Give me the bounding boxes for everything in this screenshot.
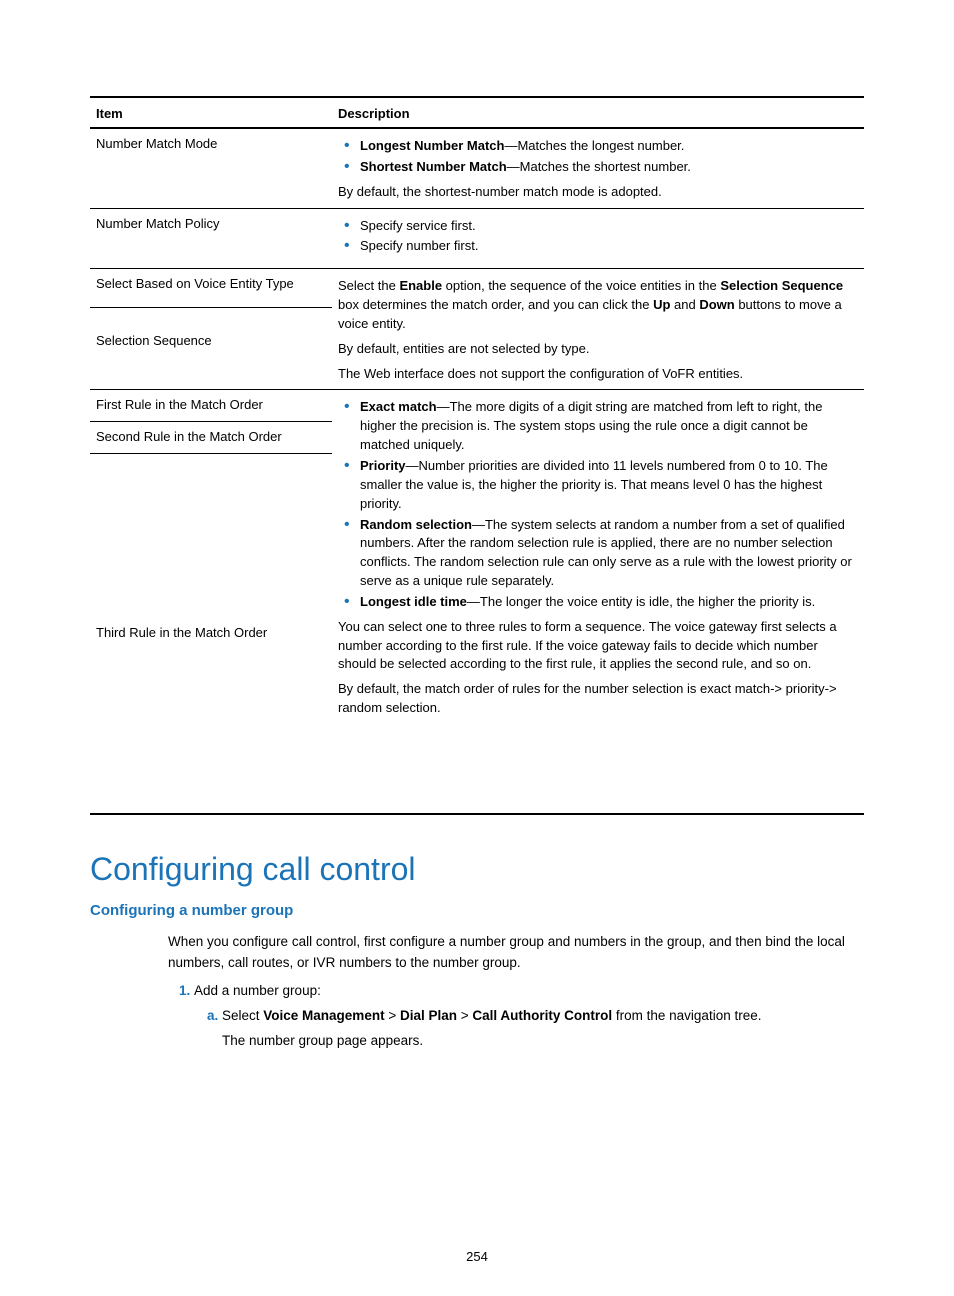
bullet-list: Longest Number Match—Matches the longest… <box>338 137 858 177</box>
bullet-list: Specify service first. Specify number fi… <box>338 217 858 257</box>
bullet: Longest Number Match—Matches the longest… <box>360 137 858 156</box>
th-desc: Description <box>332 97 864 128</box>
bullet: Exact match—The more digits of a digit s… <box>360 398 858 455</box>
page-number: 254 <box>0 1249 954 1264</box>
bullet: Random selection—The system selects at r… <box>360 516 858 591</box>
bullet-text: —Matches the longest number. <box>504 138 684 153</box>
config-table: Item Description Number Match Mode Longe… <box>90 96 864 815</box>
bullet-text: —Matches the shortest number. <box>507 159 691 174</box>
substep-after: The number group page appears. <box>222 1031 864 1052</box>
bullet-term: Shortest Number Match <box>360 159 507 174</box>
cell-item: Number Match Policy <box>90 208 332 269</box>
bullet-term: Longest idle time <box>360 594 467 609</box>
bullet-term: Longest Number Match <box>360 138 504 153</box>
bullet-text: —Number priorities are divided into 11 l… <box>360 458 828 511</box>
bullet-term: Exact match <box>360 399 437 414</box>
cell-item: Number Match Mode <box>90 128 332 208</box>
cell-desc: Select the Enable option, the sequence o… <box>332 269 864 390</box>
bullet: Specify number first. <box>360 237 858 256</box>
step-text: Add a number group: <box>194 983 321 998</box>
cell-desc: Longest Number Match—Matches the longest… <box>332 128 864 208</box>
table-row: Select Based on Voice Entity Type Select… <box>90 269 864 308</box>
bullet-term: Priority <box>360 458 406 473</box>
bullet-text: —The longer the voice entity is idle, th… <box>467 594 815 609</box>
cell-item: Second Rule in the Match Order <box>90 422 332 454</box>
para: The Web interface does not support the c… <box>338 365 858 384</box>
bullet-term: Random selection <box>360 517 472 532</box>
cell-item: Third Rule in the Match Order <box>90 454 332 814</box>
cell-desc: Exact match—The more digits of a digit s… <box>332 390 864 814</box>
intro-paragraph: When you configure call control, first c… <box>168 932 864 973</box>
step-1a: Select Voice Management > Dial Plan > Ca… <box>222 1006 864 1052</box>
table-row: Number Match Policy Specify service firs… <box>90 208 864 269</box>
substep-text: Select Voice Management > Dial Plan > Ca… <box>222 1008 761 1023</box>
bullet: Specify service first. <box>360 217 858 236</box>
para: By default, entities are not selected by… <box>338 340 858 359</box>
cell-item: First Rule in the Match Order <box>90 390 332 422</box>
bullet-list: Exact match—The more digits of a digit s… <box>338 398 858 611</box>
bullet-text: Specify service first. <box>360 218 476 233</box>
para: By default, the shortest-number match mo… <box>338 183 858 202</box>
th-item: Item <box>90 97 332 128</box>
table-row: Number Match Mode Longest Number Match—M… <box>90 128 864 208</box>
step-1: Add a number group: Select Voice Managem… <box>194 981 864 1052</box>
cell-item: Selection Sequence <box>90 307 332 390</box>
para: Select the Enable option, the sequence o… <box>338 277 858 334</box>
table-row: First Rule in the Match Order Exact matc… <box>90 390 864 422</box>
bullet: Shortest Number Match—Matches the shorte… <box>360 158 858 177</box>
para: You can select one to three rules to for… <box>338 618 858 675</box>
bullet: Longest idle time—The longer the voice e… <box>360 593 858 612</box>
bullet-text: Specify number first. <box>360 238 479 253</box>
para: By default, the match order of rules for… <box>338 680 858 718</box>
substeps-list: Select Voice Management > Dial Plan > Ca… <box>194 1006 864 1052</box>
steps-list: Add a number group: Select Voice Managem… <box>168 981 864 1052</box>
bullet: Priority—Number priorities are divided i… <box>360 457 858 514</box>
heading-configuring-call-control: Configuring call control <box>90 851 864 888</box>
page: Item Description Number Match Mode Longe… <box>0 0 954 1296</box>
cell-item: Select Based on Voice Entity Type <box>90 269 332 308</box>
cell-desc: Specify service first. Specify number fi… <box>332 208 864 269</box>
heading-configuring-number-group: Configuring a number group <box>90 902 864 919</box>
